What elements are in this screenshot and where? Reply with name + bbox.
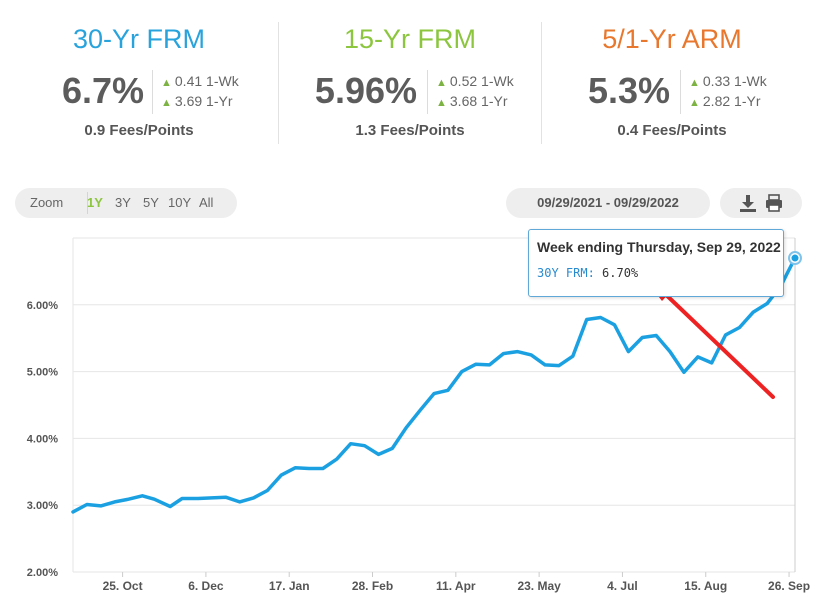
- highlight-point: [791, 254, 799, 262]
- y-tick-label: 2.00%: [27, 567, 58, 579]
- yearly-change: ▲ 2.82 1-Yr: [689, 93, 761, 109]
- rates-summary: 30-Yr FRM 6.7% ▲ 0.41 1-Wk ▲ 3.69 1-Yr 0.9…: [0, 0, 833, 160]
- rate-value: 6.7%: [61, 70, 144, 111]
- up-arrow-icon: ▲: [161, 97, 172, 109]
- series-line: [71, 256, 797, 514]
- zoom-all-button[interactable]: All: [199, 195, 214, 210]
- x-tick-label: 11. Apr: [436, 579, 476, 593]
- rate-card-51arm: 5/1-Yr ARM 5.3% ▲ 0.33 1-Wk ▲ 2.82 1-Yr 0.…: [542, 0, 802, 150]
- rate-title: 5/1-Yr ARM: [602, 24, 742, 54]
- zoom-5y-button[interactable]: 5Y: [143, 195, 159, 210]
- rate-title: 15-Yr FRM: [343, 24, 476, 54]
- weekly-change: ▲ 0.52 1-Wk: [436, 73, 514, 89]
- fees-points: 0.4 Fees/Points: [617, 122, 727, 139]
- weekly-change: ▲ 0.33 1-Wk: [689, 73, 767, 89]
- rate-title: 30-Yr FRM: [72, 24, 205, 54]
- up-arrow-icon: ▲: [689, 77, 700, 89]
- x-tick-label: 28. Feb: [352, 579, 393, 593]
- annotation-arrow-shaft: [658, 287, 775, 399]
- tooltip-value-row: 30Y FRM: 6.70%: [537, 266, 638, 280]
- zoom-1y-button[interactable]: 1Y: [87, 195, 103, 210]
- zoom-10y-button[interactable]: 10Y: [168, 195, 192, 210]
- x-tick-label: 4. Jul: [607, 579, 638, 593]
- zoom-3y-button[interactable]: 3Y: [115, 195, 131, 210]
- yearly-change: ▲ 3.69 1-Yr: [161, 93, 233, 109]
- rate-value: 5.3%: [587, 70, 670, 111]
- x-tick-label: 6. Dec: [188, 579, 224, 593]
- column-divider: [278, 22, 279, 144]
- x-tick-label: 17. Jan: [269, 579, 310, 593]
- x-tick-label: 15. Aug: [684, 579, 727, 593]
- rate-divider: [152, 70, 153, 114]
- chart-tooltip: Week ending Thursday, Sep 29, 2022 30Y F…: [528, 229, 784, 297]
- zoom-label: Zoom: [30, 195, 64, 210]
- up-arrow-icon: ▲: [436, 97, 447, 109]
- x-tick-label: 26. Sep: [768, 579, 810, 593]
- fees-points: 0.9 Fees/Points: [84, 122, 194, 139]
- download-icon[interactable]: [738, 193, 758, 213]
- zoom-divider: [87, 192, 88, 214]
- up-arrow-icon: ▲: [689, 97, 700, 109]
- tooltip-title: Week ending Thursday, Sep 29, 2022: [537, 239, 781, 255]
- date-range-button[interactable]: 09/29/2021 - 09/29/2022: [506, 188, 710, 218]
- up-arrow-icon: ▲: [161, 77, 172, 89]
- x-tick-label: 23. May: [517, 579, 561, 593]
- yearly-change: ▲ 3.68 1-Yr: [436, 93, 508, 109]
- print-icon[interactable]: [764, 193, 784, 213]
- rate-value: 5.96%: [314, 70, 417, 111]
- y-tick-label: 4.00%: [27, 433, 58, 445]
- y-tick-label: 6.00%: [27, 300, 58, 312]
- rate-divider: [427, 70, 428, 114]
- tooltip-series-label: 30Y FRM:: [537, 266, 595, 280]
- column-divider: [541, 22, 542, 144]
- up-arrow-icon: ▲: [436, 77, 447, 89]
- rate-divider: [680, 70, 681, 114]
- fees-points: 1.3 Fees/Points: [355, 122, 465, 139]
- tooltip-value: 6.70%: [602, 266, 639, 280]
- y-tick-label: 5.00%: [27, 367, 58, 379]
- rate-card-15yr: 15-Yr FRM 5.96% ▲ 0.52 1-Wk ▲ 3.68 1-Yr 1.…: [279, 0, 541, 150]
- chart-tools: [720, 188, 802, 218]
- x-tick-label: 25. Oct: [103, 579, 143, 593]
- weekly-change: ▲ 0.41 1-Wk: [161, 73, 239, 89]
- rate-card-30yr: 30-Yr FRM 6.7% ▲ 0.41 1-Wk ▲ 3.69 1-Yr 0.9…: [0, 0, 278, 150]
- zoom-selector: Zoom 1Y 3Y 5Y 10Y All: [15, 188, 237, 218]
- y-tick-label: 3.00%: [27, 500, 58, 512]
